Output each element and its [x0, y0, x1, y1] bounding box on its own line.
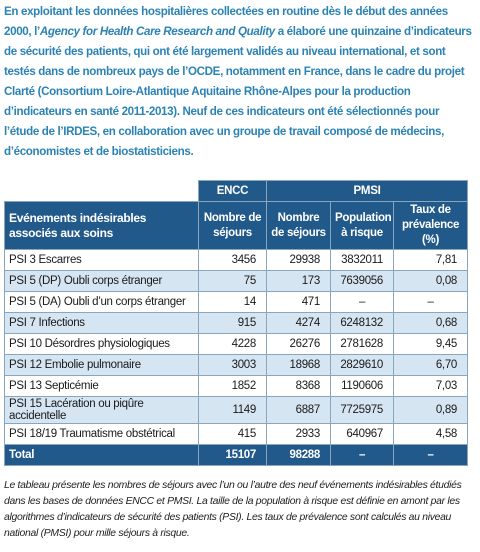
cell: 1852 — [198, 375, 267, 397]
group-row: ENCC PMSI — [4, 180, 469, 202]
cell: 7,81 — [392, 249, 469, 271]
group-header: ENCC — [198, 180, 267, 202]
cell: 4274 — [266, 312, 331, 334]
cell: 7725975 — [330, 396, 394, 424]
total-row: Total 15107 98288– – — [4, 444, 469, 466]
row-label: PSI 12 Embolie pulmonaire — [4, 354, 199, 376]
cell: 2781628 — [330, 333, 394, 355]
cell: 1190606 — [330, 375, 394, 397]
table-body: PSI 3 Escarres 3456 29938 3832011 7,81 PSI 5 … — [4, 249, 469, 466]
row-label: PSI 15 Lacération ou piqûre accidentelle — [4, 396, 199, 424]
cell: 3832011 — [330, 249, 394, 271]
cell: – — [392, 444, 469, 466]
cell: 915 — [198, 312, 267, 334]
group-header: PMSI — [265, 180, 469, 202]
cell: – — [330, 291, 394, 313]
cell: 2933 — [266, 423, 331, 445]
intro-text: En exploitant les données hospitalières … — [4, 5, 448, 38]
data-table: ENCC PMSI Evénements indésirables associ… — [4, 180, 469, 466]
cell: 640967 — [330, 423, 394, 445]
cell: 2829610 — [330, 354, 394, 376]
cell: 8368 — [266, 375, 331, 397]
table-row: PSI 15 Lacération ou piqûre accidentelle… — [4, 396, 469, 424]
cell: 3456 — [198, 249, 267, 271]
table-head: ENCC PMSI Evénements indésirables associ… — [4, 180, 469, 250]
cell: 6,70 — [392, 354, 469, 376]
intro-paragraph: En exploitant les données hospitalières … — [4, 2, 474, 162]
table-row: PSI 10 Désordres physiologiques 4228 26276… — [4, 333, 469, 355]
column-header: Evénements indésirables associés aux soi… — [4, 201, 199, 250]
table-row: PSI 18/19 Traumatisme obstétrical 415 2933… — [4, 423, 469, 445]
cell: 14 — [198, 291, 267, 313]
cell: 6248132 — [330, 312, 394, 334]
row-label: PSI 7 Infections — [4, 312, 199, 334]
table-row: PSI 12 Embolie pulmonaire 3003 18968 282961… — [4, 354, 469, 376]
table-row: PSI 7 Infections 915 4274 6248132 0,68 — [4, 312, 469, 334]
row-label: PSI 5 (DA) Oubli d’un corps étranger — [4, 291, 199, 313]
cell: 1149 — [198, 396, 267, 424]
cell: 75 — [198, 270, 267, 292]
cell: 415 — [198, 423, 267, 445]
intro-text: a élaboré une quinzaine d’indicateurs de… — [4, 25, 472, 158]
cell: 18968 — [266, 354, 331, 376]
cell: 26276 — [266, 333, 331, 355]
row-label: PSI 18/19 Traumatisme obstétrical — [4, 423, 199, 445]
blank-cell — [4, 180, 199, 202]
row-label: PSI 10 Désordres physiologiques — [4, 333, 199, 355]
cell: 29938 — [266, 249, 331, 271]
cell: 3003 — [198, 354, 267, 376]
row-label: PSI 13 Septicémie — [4, 375, 199, 397]
header-row: Evénements indésirables associés aux soi… — [4, 201, 469, 250]
cell: 173 — [266, 270, 331, 292]
cell: 0,68 — [392, 312, 469, 334]
cell: 4,58 — [392, 423, 469, 445]
column-header: Taux de prévalence (%) — [392, 201, 469, 250]
cell: 4228 — [198, 333, 267, 355]
cell: 7,03 — [392, 375, 469, 397]
row-label: PSI 3 Escarres — [4, 249, 199, 271]
intro-emphasis: Agency for Health Care Research and Qual… — [39, 25, 275, 38]
cell: 6887 — [266, 396, 331, 424]
cell: 15107 — [198, 444, 267, 466]
cell: – — [330, 444, 394, 466]
row-label: Total — [4, 444, 199, 466]
table-row: PSI 13 Septicémie 1852 8368 1190606 7,03 — [4, 375, 469, 397]
cell: – — [392, 291, 469, 313]
row-label: PSI 5 (DP) Oubli corps étranger — [4, 270, 199, 292]
cell: 9,45 — [392, 333, 469, 355]
caption: Le tableau présente les nombres de séjou… — [4, 480, 462, 539]
cell: 471 — [266, 291, 331, 313]
cell: 7639056 — [330, 270, 394, 292]
column-header: Nombre de séjours — [266, 201, 331, 250]
cell: 0,08 — [392, 270, 469, 292]
table-row: PSI 5 (DP) Oubli corps étranger 75 173 7639… — [4, 270, 469, 292]
cell: 98288 — [266, 444, 331, 466]
column-header: Nombre de séjours — [198, 201, 267, 250]
table-row: PSI 5 (DA) Oubli d’un corps étranger 14 47… — [4, 291, 469, 313]
cell: 0,89 — [392, 396, 469, 424]
table-row: PSI 3 Escarres 3456 29938 3832011 7,81 — [4, 249, 469, 271]
column-header: Population à risque — [330, 201, 394, 250]
